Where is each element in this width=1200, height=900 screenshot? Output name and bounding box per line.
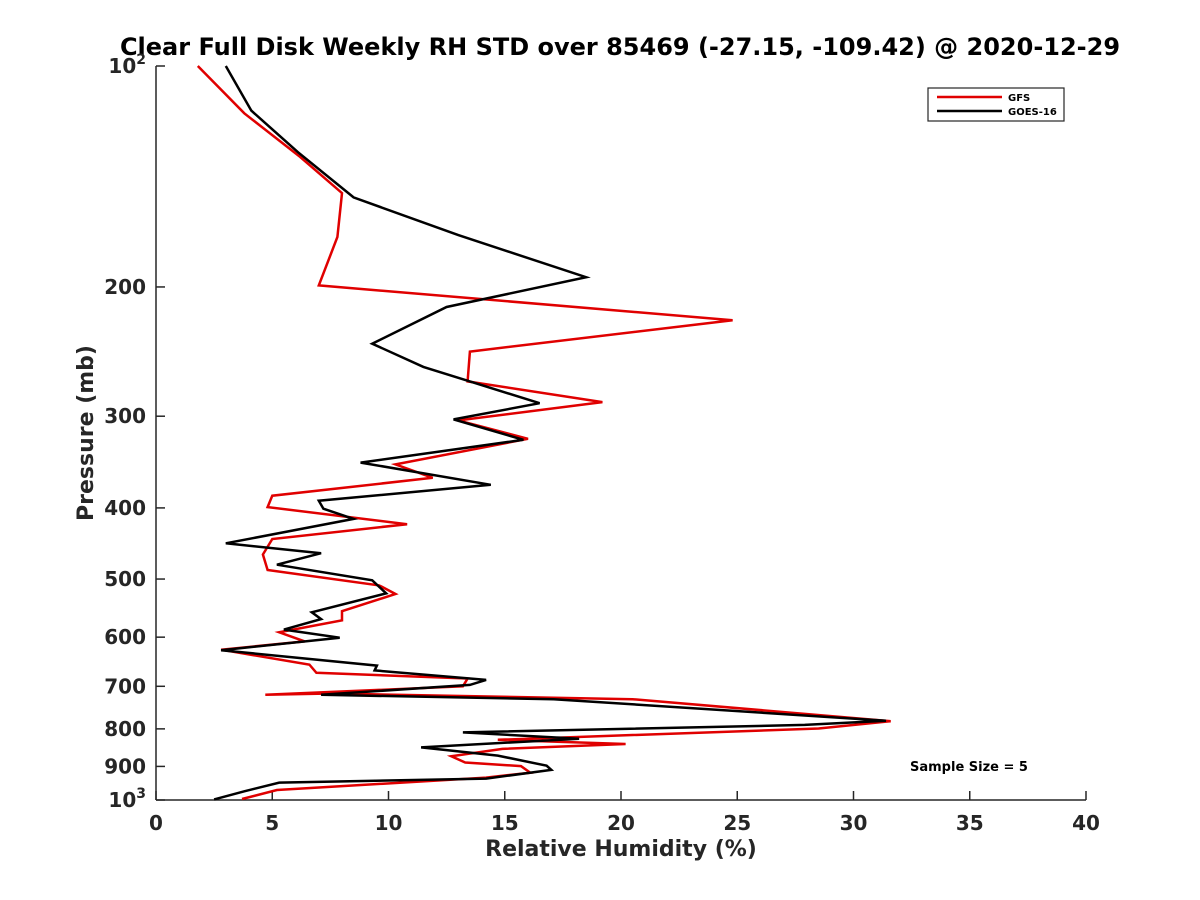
legend-label-goes16: GOES-16 [1008, 107, 1057, 118]
legend-box [927, 87, 1065, 122]
x-tick-label: 40 [1072, 811, 1100, 835]
y-tick-label: 102 [108, 52, 146, 78]
x-tick-label: 5 [265, 811, 279, 835]
x-tick-label: 15 [491, 811, 519, 835]
y-tick-label: 800 [104, 717, 146, 741]
x-tick-label: 10 [375, 811, 403, 835]
sample-size-note: Sample Size = 5 [910, 760, 1028, 775]
x-tick-label: 35 [956, 811, 984, 835]
y-axis-label: Pressure (mb) [74, 345, 99, 521]
series-line-goes-16 [213, 65, 887, 801]
x-axis-ticks: 0 5 10 15 20 25 30 35 40 [149, 791, 1100, 835]
y-tick-label: 700 [104, 674, 146, 698]
x-axis-label: Relative Humidity (%) [485, 837, 757, 862]
y-tick-label: 600 [104, 625, 146, 649]
y-axis-ticks: 102 200 300 400 500 600 700 800 900 103 [104, 52, 165, 812]
series-line-gfs [196, 65, 891, 801]
series-lines [196, 65, 891, 801]
x-tick-label: 30 [840, 811, 868, 835]
chart-title: Clear Full Disk Weekly RH STD over 85469… [120, 33, 1120, 61]
y-tick-label: 900 [104, 754, 146, 778]
y-tick-label: 400 [104, 496, 146, 520]
y-tick-label: 500 [104, 567, 146, 591]
plot-axes [155, 66, 1086, 801]
x-tick-label: 25 [723, 811, 751, 835]
y-tick-label: 200 [104, 275, 146, 299]
legend: GFS GOES-16 [927, 87, 1065, 122]
y-tick-label: 103 [108, 786, 146, 812]
legend-label-gfs: GFS [1008, 93, 1030, 104]
x-tick-label: 20 [607, 811, 635, 835]
y-tick-label: 300 [104, 404, 146, 428]
x-tick-label: 0 [149, 811, 163, 835]
